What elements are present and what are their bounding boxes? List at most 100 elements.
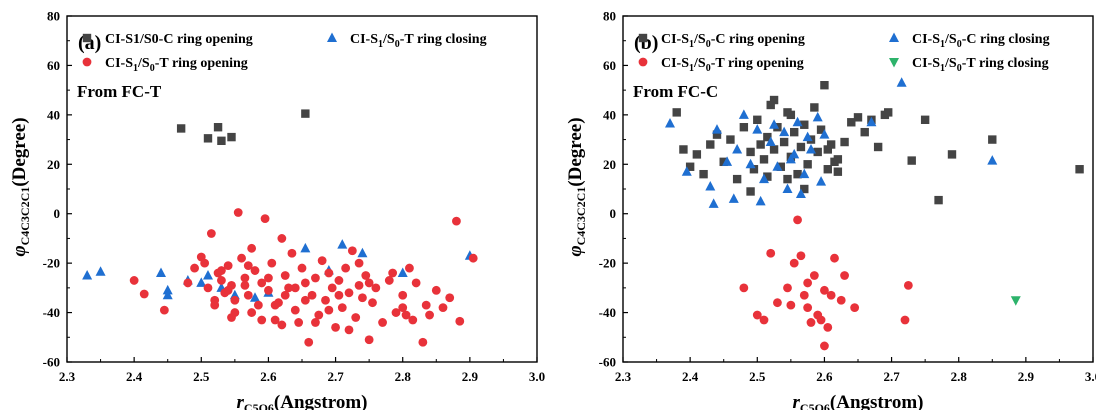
data-point bbox=[206, 229, 216, 238]
data-point bbox=[816, 315, 826, 325]
data-point bbox=[378, 318, 387, 327]
data-point bbox=[162, 284, 173, 295]
data-point bbox=[746, 147, 755, 157]
legend-label: CI-S1/S0-T ring closing bbox=[350, 32, 487, 50]
x-axis-label: rC5O6(Angstrom) bbox=[237, 392, 368, 410]
x-tick-label: 2.4 bbox=[126, 369, 143, 384]
data-point bbox=[311, 318, 320, 327]
data-point bbox=[816, 176, 827, 186]
data-point bbox=[873, 142, 883, 152]
data-point bbox=[411, 278, 421, 288]
data-point bbox=[786, 300, 796, 310]
chart-panel-a: 2.3 2.4 2.5 2.6 2.7 2.8 2.9 3.0 -60 -40 -20 0 20 40 60… bbox=[9, 9, 545, 410]
y-tick-label: 60 bbox=[603, 58, 616, 73]
legend: CI-S1/S0-C ring opening CI-S1/S0-C ring c… bbox=[638, 32, 1050, 74]
data-point bbox=[806, 318, 816, 327]
x-tick-label: 2.4 bbox=[682, 369, 699, 384]
data-point bbox=[763, 172, 772, 181]
data-point bbox=[334, 290, 344, 300]
data-point bbox=[95, 266, 106, 276]
x-tick-label: 2.8 bbox=[395, 369, 412, 384]
data-point bbox=[705, 181, 716, 191]
data-point bbox=[344, 288, 354, 298]
y-tick-label: -60 bbox=[43, 355, 60, 370]
data-point bbox=[712, 130, 722, 139]
y-tick-label: 60 bbox=[47, 58, 60, 73]
data-point bbox=[803, 160, 812, 169]
data-point bbox=[776, 162, 785, 171]
data-point bbox=[692, 150, 702, 159]
data-point bbox=[749, 165, 759, 174]
data-point bbox=[836, 295, 846, 305]
data-point bbox=[223, 285, 233, 295]
data-point bbox=[347, 246, 357, 256]
data-point bbox=[793, 169, 802, 179]
y-tick-label: -40 bbox=[43, 305, 60, 320]
data-point bbox=[789, 258, 799, 268]
data-point bbox=[247, 243, 257, 253]
data-point bbox=[790, 127, 799, 137]
data-point bbox=[847, 118, 856, 127]
data-point bbox=[765, 136, 776, 147]
data-point bbox=[213, 123, 223, 132]
series-triangle-down bbox=[1010, 296, 1021, 306]
data-point bbox=[455, 316, 465, 326]
x-tick-label: 2.3 bbox=[615, 369, 632, 384]
data-point bbox=[783, 174, 792, 184]
data-point bbox=[398, 303, 408, 313]
data-point bbox=[280, 290, 290, 300]
data-point bbox=[297, 263, 307, 273]
data-point bbox=[803, 303, 813, 313]
data-point bbox=[243, 290, 253, 300]
series-circle bbox=[739, 215, 913, 351]
x-tick-label: 2.5 bbox=[749, 369, 766, 384]
x-tick-label: 2.7 bbox=[883, 369, 900, 384]
series-circle bbox=[129, 208, 478, 347]
data-point bbox=[699, 169, 708, 179]
data-point bbox=[860, 127, 869, 137]
data-point bbox=[782, 183, 793, 193]
data-point bbox=[337, 303, 347, 313]
data-point bbox=[759, 173, 769, 184]
data-point bbox=[772, 161, 783, 171]
data-point bbox=[257, 278, 267, 288]
data-point bbox=[853, 113, 863, 122]
data-point bbox=[988, 135, 997, 144]
data-point bbox=[947, 150, 957, 159]
data-point bbox=[756, 140, 765, 149]
data-point bbox=[763, 132, 772, 142]
data-point bbox=[753, 115, 762, 124]
data-point bbox=[391, 308, 401, 317]
data-point bbox=[321, 295, 330, 305]
data-point bbox=[766, 248, 776, 258]
legend-marker bbox=[638, 57, 648, 67]
data-point bbox=[324, 305, 334, 315]
data-point bbox=[300, 242, 311, 253]
data-point bbox=[773, 298, 782, 308]
data-point bbox=[819, 129, 830, 139]
legend-label: CI-S1/S0-C ring opening bbox=[105, 32, 253, 47]
data-point bbox=[351, 313, 361, 322]
data-point bbox=[800, 120, 809, 129]
data-point bbox=[398, 290, 408, 300]
data-point bbox=[820, 285, 829, 295]
y-tick-label: -40 bbox=[599, 305, 616, 320]
data-point bbox=[247, 308, 257, 317]
data-point bbox=[920, 115, 930, 124]
data-point bbox=[796, 142, 806, 152]
data-point bbox=[260, 214, 270, 224]
legend-label: CI-S1/S0-C ring closing bbox=[912, 32, 1050, 50]
data-point bbox=[388, 268, 398, 278]
series-square bbox=[672, 81, 1084, 205]
data-point bbox=[364, 278, 374, 288]
data-point bbox=[907, 156, 916, 165]
data-point bbox=[786, 110, 796, 120]
legend-marker bbox=[889, 32, 899, 42]
data-point bbox=[813, 147, 822, 157]
data-point bbox=[779, 126, 790, 137]
data-point bbox=[759, 155, 769, 164]
source-annotation: From FC-T bbox=[77, 82, 162, 101]
data-point bbox=[884, 108, 893, 117]
data-point bbox=[311, 273, 320, 283]
